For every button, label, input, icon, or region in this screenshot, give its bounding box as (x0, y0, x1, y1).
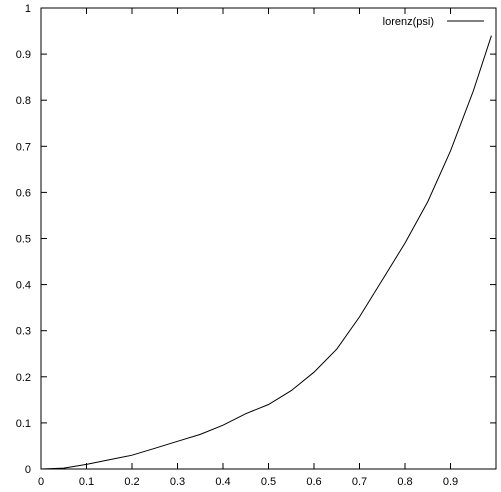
x-tick-label: 0.2 (124, 476, 139, 488)
x-tick-label: 0.4 (215, 476, 230, 488)
plot-frame (40, 7, 497, 470)
x-tick-label: 0.1 (79, 476, 94, 488)
y-tick-label: 0.2 (16, 372, 31, 384)
y-tick-label: 0.4 (16, 280, 31, 292)
y-tick-label: 1 (25, 3, 31, 15)
y-tick-label: 0 (25, 464, 31, 476)
x-tick-label: 0.8 (397, 476, 412, 488)
x-tick-label: 0.5 (261, 476, 276, 488)
x-tick-label: 0.6 (306, 476, 321, 488)
legend: lorenz(psi) (383, 16, 484, 28)
series-line (40, 35, 492, 470)
y-tick-label: 0.6 (16, 187, 31, 199)
x-tick-label: 0.3 (170, 476, 185, 488)
x-axis-tick-labels: 0 0.1 0.2 0.3 0.4 0.5 0.6 0.7 0.8 0.9 (38, 476, 458, 488)
y-tick-label: 0.1 (16, 418, 31, 430)
y-tick-label: 0.5 (16, 234, 31, 246)
y-tick-label: 0.9 (16, 49, 31, 61)
x-tick-label: 0.7 (352, 476, 367, 488)
x-tick-label: 0 (38, 476, 44, 488)
axis-ticks (40, 7, 496, 470)
legend-label: lorenz(psi) (383, 16, 434, 28)
x-tick-label: 0.9 (443, 476, 458, 488)
y-tick-label: 0.8 (16, 95, 31, 107)
series-group (40, 35, 492, 470)
y-axis-tick-labels: 0 0.1 0.2 0.3 0.4 0.5 0.6 0.7 0.8 0.9 1 (16, 3, 31, 476)
y-tick-label: 0.3 (16, 326, 31, 338)
y-tick-label: 0.7 (16, 141, 31, 153)
